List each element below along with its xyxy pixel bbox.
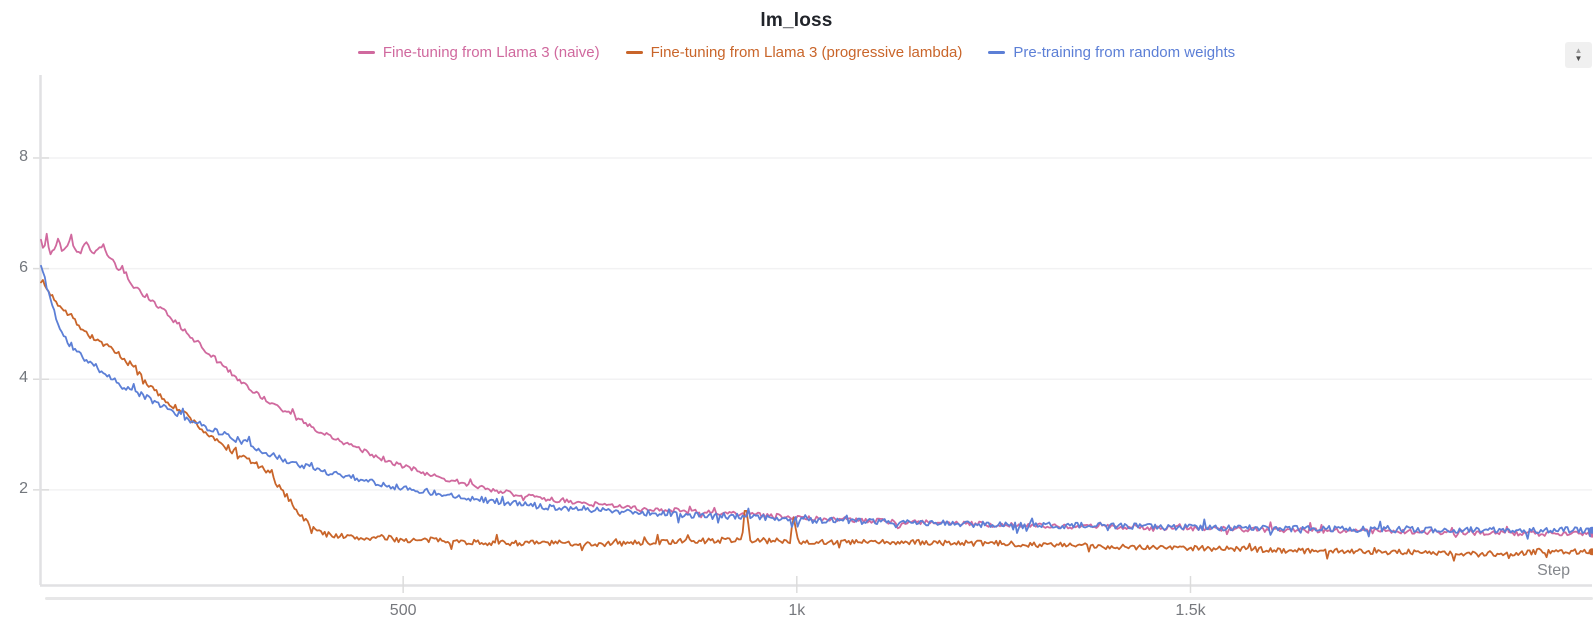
legend-item-pretraining[interactable]: Pre-training from random weights [988, 44, 1235, 61]
x-tick-label: 1.5k [1175, 602, 1206, 619]
x-scroll-track[interactable] [45, 597, 1593, 600]
x-tick-label: 500 [389, 602, 417, 619]
stepper-up-icon: ▲ [1574, 46, 1583, 55]
legend-swatch-icon [357, 51, 375, 54]
legend: Fine-tuning from Llama 3 (naive) Fine-tu… [0, 44, 1593, 61]
panel-stepper[interactable]: ▲ ▼ [1565, 42, 1592, 68]
y-tick-label: 2 [19, 479, 28, 497]
series-endpoint-2 [1588, 526, 1593, 534]
legend-label: Fine-tuning from Llama 3 (naive) [382, 44, 600, 61]
series-line-1[interactable] [40, 279, 1591, 562]
legend-label: Pre-training from random weights [1013, 44, 1236, 61]
legend-label: Fine-tuning from Llama 3 (progressive la… [650, 44, 963, 61]
series-endpoint-1 [1588, 548, 1593, 556]
y-tick-label: 6 [19, 258, 28, 276]
legend-item-naive[interactable]: Fine-tuning from Llama 3 (naive) [357, 44, 600, 61]
y-tick-label: 4 [19, 369, 28, 387]
legend-swatch-icon [625, 51, 643, 54]
stepper-down-icon: ▼ [1574, 54, 1583, 63]
legend-item-progressive-lambda[interactable]: Fine-tuning from Llama 3 (progressive la… [625, 44, 963, 61]
chart-title: lm_loss [760, 10, 833, 31]
y-tick-label: 8 [19, 147, 28, 165]
legend-swatch-icon [988, 51, 1006, 54]
series-line-0[interactable] [40, 232, 1591, 538]
series-line-2[interactable] [40, 264, 1591, 540]
x-axis-title: Step [1537, 562, 1570, 579]
x-tick-label: 1k [788, 602, 806, 619]
